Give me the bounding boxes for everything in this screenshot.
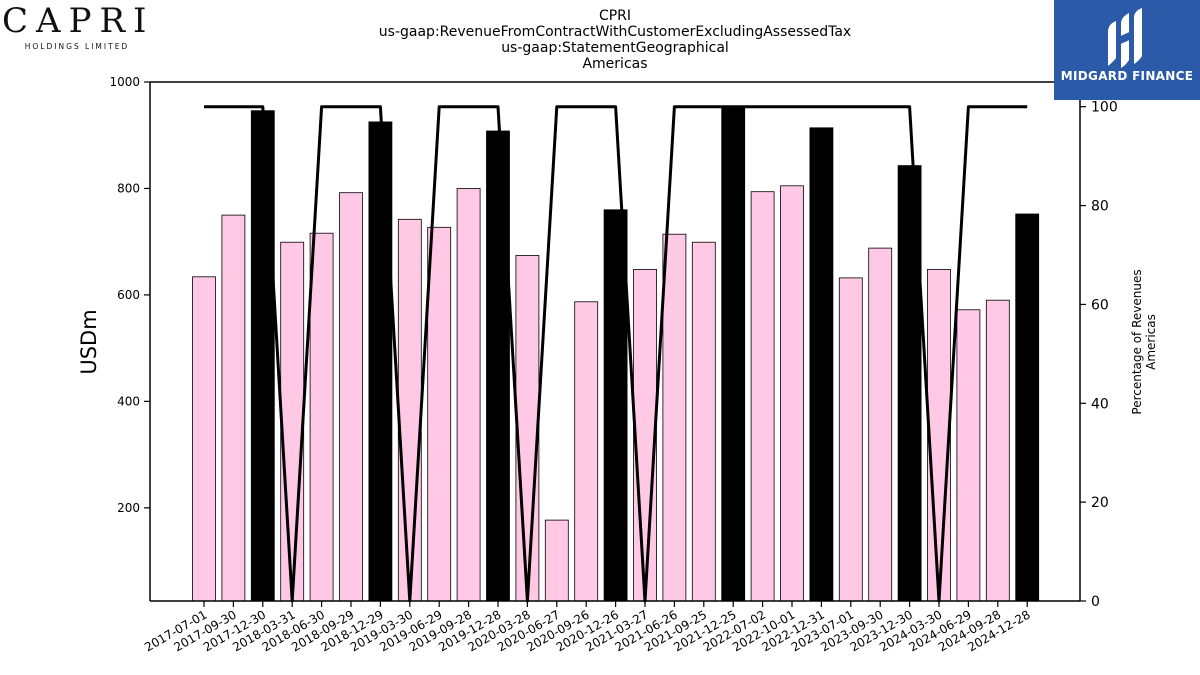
bar-2019-03-30 — [397, 218, 422, 602]
y2-axis-label-line-2: Americas — [1144, 314, 1158, 370]
y-tick-label-1000: 1000 — [109, 75, 140, 89]
bar-2023-07-01 — [838, 277, 863, 602]
bar-series — [192, 105, 1040, 602]
bar-2017-07-01 — [192, 276, 216, 602]
bar-2019-09-28 — [456, 188, 481, 602]
bar-2021-09-25 — [691, 241, 716, 602]
bar-2021-06-26 — [662, 233, 687, 602]
capri-logo: CAPRI HOLDINGS LIMITED — [2, 2, 152, 54]
bar-2019-12-28 — [486, 130, 510, 602]
chart-title-line-metric: us-gaap:RevenueFromContractWithCustomerE… — [379, 24, 851, 40]
y-tick-label-600: 600 — [117, 288, 140, 302]
bar-2018-09-29 — [339, 192, 363, 602]
chart-title-line-ticker: CPRI — [599, 8, 631, 24]
midgard-finance-logo: MIDGARD FINANCE — [1054, 0, 1200, 100]
y2-axis-label-line-1: Percentage of Revenues — [1130, 269, 1144, 414]
chart-title: CPRI us-gaap:RevenueFromContractWithCust… — [379, 8, 851, 72]
y2-tick-label-40: 40 — [1091, 396, 1109, 412]
bar-2021-03-27 — [633, 268, 657, 602]
axes: 20040060080010000204060801002017-07-0120… — [109, 75, 1117, 654]
y2-tick-label-60: 60 — [1091, 297, 1109, 313]
line-series — [204, 105, 1028, 603]
midgard-logo-text: MIDGARD FINANCE — [1060, 69, 1194, 83]
bar-2024-12-28 — [1015, 213, 1040, 602]
bar-2022-07-02 — [750, 191, 775, 602]
chart-title-line-statement: us-gaap:StatementGeographical — [501, 40, 729, 56]
y-axis-label: USDm — [77, 309, 101, 374]
bar-2024-03-30 — [927, 268, 951, 602]
bar-2020-12-26 — [603, 209, 628, 602]
bar-2017-12-30 — [250, 110, 275, 602]
y-tick-label-200: 200 — [117, 501, 140, 515]
bar-2023-09-30 — [868, 247, 893, 602]
y2-tick-label-20: 20 — [1091, 495, 1109, 511]
bar-2020-09-26 — [574, 301, 599, 602]
bar-2022-12-31 — [809, 127, 834, 602]
bar-2019-06-29 — [427, 226, 452, 602]
bar-2024-09-28 — [985, 299, 1010, 602]
bar-2017-09-30 — [221, 214, 246, 602]
bar-2018-12-29 — [368, 121, 393, 602]
y2-tick-label-100: 100 — [1091, 100, 1118, 116]
bar-2020-03-28 — [515, 255, 540, 602]
bar-2021-12-25 — [721, 105, 746, 602]
y-tick-label-800: 800 — [117, 181, 140, 195]
capri-logo-wordmark: CAPRI — [2, 1, 155, 41]
percentage-line — [204, 105, 1028, 603]
y-tick-label-400: 400 — [117, 394, 140, 408]
y2-tick-label-0: 0 — [1091, 594, 1100, 610]
capri-logo-subtitle: HOLDINGS LIMITED — [24, 42, 130, 51]
chart-title-line-segment: Americas — [582, 56, 647, 72]
bar-2020-06-27 — [544, 519, 569, 602]
bar-2022-10-01 — [780, 185, 804, 602]
bar-2024-06-29 — [956, 309, 981, 602]
y2-tick-label-80: 80 — [1091, 199, 1109, 215]
bar-2018-03-31 — [280, 241, 305, 602]
bar-2018-06-30 — [309, 232, 334, 602]
midgard-logo-mark-icon — [1108, 8, 1142, 68]
